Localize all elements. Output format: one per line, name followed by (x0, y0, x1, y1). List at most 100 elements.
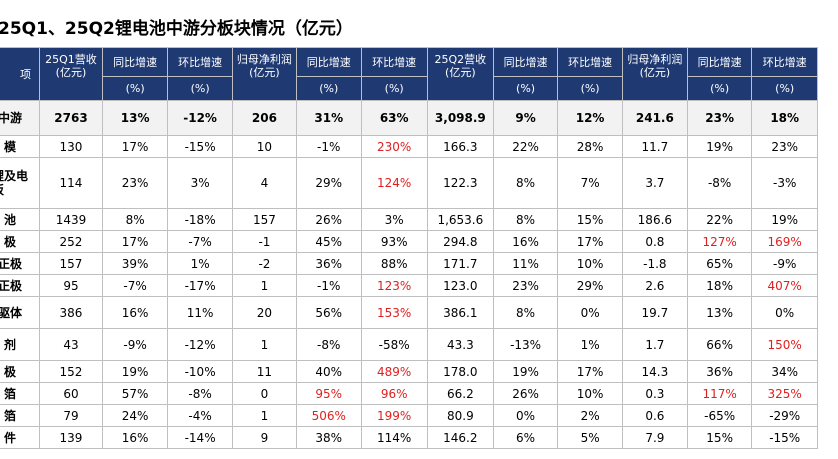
table-cell: 5% (557, 426, 623, 449)
table-row: 中游 2763 13% -12% 206 31% 63% 3,098.9 9% 12% 241.6 2… (0, 100, 818, 136)
table-row: 件 139 16% -14% 9 38% 114% 146.2 6% 5% 7.9 15% -15% (0, 426, 818, 449)
header-col-9: 归母净利润 (亿元) (621, 47, 688, 101)
table-cell: 10 (231, 135, 297, 158)
segment-table: 项 25Q1营收 (亿元) 同比增速 环比增速 归母净利润 (亿元) 同比增速 环比增速 25… (0, 47, 818, 449)
table-cell: 169% (751, 230, 818, 253)
table-cell: 20 (231, 296, 297, 329)
table-cell: 1.7 (621, 328, 688, 361)
table-cell: 23% (101, 157, 169, 209)
table-cell: 40% (295, 360, 362, 383)
table-cell: 19% (101, 360, 169, 383)
table-cell: 12% (557, 100, 623, 136)
table-cell: -8% (295, 328, 362, 361)
table-cell: 45% (295, 230, 362, 253)
table-cell: 17% (557, 230, 623, 253)
table-cell: 7% (557, 157, 623, 209)
table-cell: 26% (295, 208, 362, 231)
header-col-unit-8: (%) (557, 76, 623, 101)
table-cell: 114% (360, 426, 428, 449)
row-label: 中游 (0, 100, 41, 136)
table-cell: 241.6 (621, 100, 688, 136)
table-cell: 0.3 (621, 382, 688, 405)
table-cell: 0.6 (621, 404, 688, 427)
row-label-text: 池 (4, 212, 17, 227)
table-cell: -14% (167, 426, 233, 449)
header-col-7: 同比增速 (492, 47, 559, 77)
table-cell: 26% (492, 382, 559, 405)
table-cell: 22% (686, 208, 753, 231)
table-cell: 3,098.9 (426, 100, 494, 136)
row-label-text: 模 (4, 139, 17, 154)
table-cell: -1% (295, 274, 362, 297)
table-cell: -18% (167, 208, 233, 231)
table-title: 25Q1、25Q2锂电池中游分板块情况（亿元） (0, 19, 353, 39)
table-cell: 2763 (39, 100, 103, 136)
table-cell: 18% (686, 274, 753, 297)
header-col-unit-10: (%) (686, 76, 753, 101)
table-cell: 3.7 (621, 157, 688, 209)
row-label-text: 箔 (4, 386, 17, 401)
table-cell: 11% (492, 252, 559, 275)
table-cell: 36% (295, 252, 362, 275)
header-col-unit-11: (%) (751, 76, 818, 101)
table-cell: 17% (557, 360, 623, 383)
row-label: 模 (0, 135, 41, 158)
header-col-unit-7: (%) (492, 76, 559, 101)
row-label-text: 正极 (0, 278, 23, 293)
row-label-text: 中游 (0, 111, 23, 125)
table-cell: 7.9 (621, 426, 688, 449)
row-label-text: 剂 (4, 337, 17, 352)
table-cell: 123.0 (426, 274, 494, 297)
table-cell: -13% (492, 328, 559, 361)
table-cell: 407% (751, 274, 818, 297)
table-cell: 0% (557, 296, 623, 329)
table-cell: 16% (101, 426, 169, 449)
row-label: 极 (0, 230, 41, 253)
table-cell: 8% (492, 208, 559, 231)
table-cell: 88% (360, 252, 428, 275)
table-cell: 96% (360, 382, 428, 405)
table-cell: -65% (686, 404, 753, 427)
table-cell: 114 (39, 157, 103, 209)
table-cell: -1% (295, 135, 362, 158)
table-cell: 9% (492, 100, 559, 136)
table-cell: 29% (295, 157, 362, 209)
table-cell: 139 (39, 426, 103, 449)
table-cell: 123% (360, 274, 428, 297)
table-cell: 95 (39, 274, 103, 297)
table-cell: 19% (492, 360, 559, 383)
row-label: 正极 (0, 274, 41, 297)
row-label-text: 极 (4, 364, 17, 379)
table-cell: 14.3 (621, 360, 688, 383)
table-cell: 19.7 (621, 296, 688, 329)
row-label: 极 (0, 360, 41, 383)
row-label-text: 极 (4, 234, 17, 249)
header-col-5: 环比增速 (360, 47, 428, 77)
header-col-3: 归母净利润 (亿元) (231, 47, 297, 101)
table-cell: 1 (231, 404, 297, 427)
table-cell: -29% (751, 404, 818, 427)
table-cell: 23% (686, 100, 753, 136)
table-cell: 206 (231, 100, 297, 136)
table-cell: 294.8 (426, 230, 494, 253)
table-cell: 230% (360, 135, 428, 158)
table-cell: 63% (360, 100, 428, 136)
row-label: 锂及电 板 (0, 157, 41, 209)
table-cell: 157 (39, 252, 103, 275)
table-row: 极 252 17% -7% -1 45% 93% 294.8 16% 17% 0.8 127% 169% (0, 230, 818, 253)
table-cell: 1,653.6 (426, 208, 494, 231)
row-label: 剂 (0, 328, 41, 361)
table-cell: 3% (360, 208, 428, 231)
header-col-6: 25Q2营收 (亿元) (426, 47, 494, 101)
table-cell: 1 (231, 328, 297, 361)
table-cell: -7% (101, 274, 169, 297)
table-cell: -12% (167, 100, 233, 136)
table-cell: 122.3 (426, 157, 494, 209)
table-cell: 66% (686, 328, 753, 361)
table-cell: 157 (231, 208, 297, 231)
header-col-10: 同比增速 (686, 47, 753, 77)
table-row: 驱体 386 16% 11% 20 56% 153% 386.1 8% 0% 19.7 13% 0% (0, 296, 818, 329)
table-cell: -8% (167, 382, 233, 405)
